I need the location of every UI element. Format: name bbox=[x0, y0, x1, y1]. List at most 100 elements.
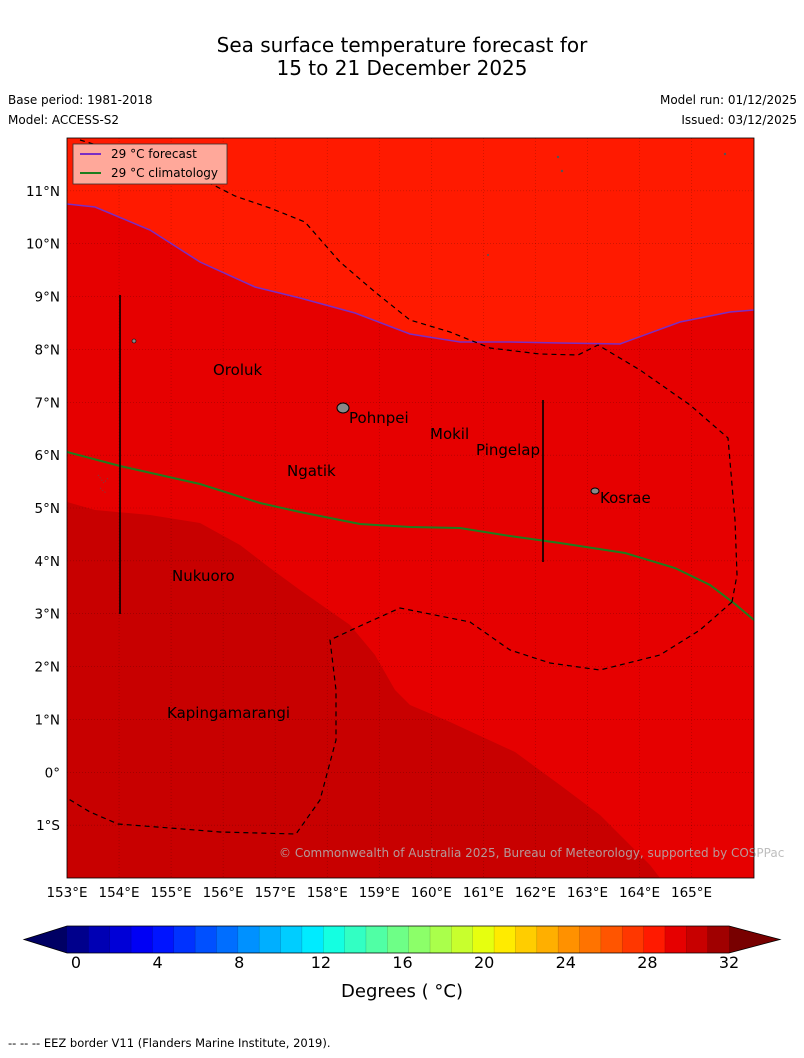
forecast-29c-line bbox=[67, 203, 754, 345]
latitude-tick-label: 8°N bbox=[35, 342, 60, 358]
longitude-tick-label: 157°E bbox=[255, 885, 296, 901]
colorbar-tick-label: 32 bbox=[718, 953, 740, 972]
place-label: Kapingamarangi bbox=[167, 704, 290, 722]
map-legend: 29 °C forecast 29 °C climatology bbox=[72, 143, 228, 185]
colorbar-tick-label: 0 bbox=[70, 953, 82, 972]
colorbar-tick-label: 8 bbox=[234, 953, 245, 972]
colorbar-swatch bbox=[408, 926, 431, 953]
colorbar-swatch bbox=[259, 926, 282, 953]
colorbar-swatch bbox=[152, 926, 175, 953]
colorbar-outline bbox=[22, 925, 782, 954]
base-period: Base period: 1981-2018 bbox=[8, 93, 153, 107]
footer-note: -- -- -- EEZ border V11 (Flanders Marine… bbox=[8, 1036, 331, 1050]
colorbar-swatch bbox=[131, 926, 153, 953]
islet bbox=[723, 152, 727, 156]
colorbar-swatch bbox=[664, 926, 687, 953]
longitude-tick-label: 160°E bbox=[411, 885, 452, 901]
longitude-tick-label: 158°E bbox=[307, 885, 348, 901]
colorbar-swatch bbox=[237, 926, 260, 953]
colorbar-swatch bbox=[494, 926, 516, 953]
colorbar-swatch bbox=[301, 926, 324, 953]
longitude-tick-label: 165°E bbox=[671, 885, 712, 901]
latitude-tick-label: 9°N bbox=[35, 290, 60, 306]
legend-climatology-label: 29 °C climatology bbox=[111, 166, 218, 180]
colorbar-swatch bbox=[67, 926, 89, 953]
kosrae-island bbox=[590, 487, 600, 495]
issued-date: Issued: 03/12/2025 bbox=[681, 113, 797, 127]
colorbar-swatch bbox=[579, 926, 602, 953]
eez-border-north bbox=[79, 139, 738, 603]
colorbar-swatch bbox=[430, 926, 452, 953]
colorbar-swatch bbox=[109, 926, 132, 953]
latitude-tick-label: 5°N bbox=[35, 501, 60, 517]
colorbar-tick-label: 16 bbox=[392, 953, 413, 972]
oroluk-atoll bbox=[131, 338, 137, 344]
climatology-29c-line bbox=[67, 451, 754, 621]
colorbar-swatch bbox=[173, 926, 196, 953]
latitude-tick-label: 4°N bbox=[35, 554, 60, 570]
islet bbox=[556, 155, 560, 159]
latitude-tick-label: 1°N bbox=[35, 712, 60, 728]
colorbar-swatch bbox=[365, 926, 388, 953]
colorbar-swatch bbox=[195, 926, 217, 953]
colorbar-swatch bbox=[280, 926, 303, 953]
colorbar-swatch bbox=[344, 926, 367, 953]
longitude-tick-label: 162°E bbox=[515, 885, 556, 901]
colorbar-swatch bbox=[558, 926, 581, 953]
colorbar-swatch bbox=[216, 926, 239, 953]
eez-border-south bbox=[67, 601, 733, 835]
colorbar-swatch bbox=[643, 926, 666, 953]
place-label: Mokil bbox=[430, 425, 469, 443]
longitude-tick-label: 164°E bbox=[619, 885, 660, 901]
colorbar-swatch bbox=[686, 926, 709, 953]
pohnpei-island bbox=[336, 402, 350, 414]
colorbar-swatch bbox=[323, 926, 346, 953]
latitude-axis: 11°N 10°N 9°N 8°N 7°N 6°N 5°N 4°N 3°N 2°N 1°N 0° 1°S bbox=[26, 184, 60, 834]
longitude-axis: 153°E 154°E 155°E 156°E 157°E 158°E 159°E 160°E… bbox=[46, 885, 712, 901]
colorbar-tick-label: 4 bbox=[152, 953, 163, 972]
colorbar-swatch bbox=[472, 926, 495, 953]
latitude-tick-label: 7°N bbox=[35, 395, 60, 411]
colorbar-swatch bbox=[600, 926, 623, 953]
place-label: Kosrae bbox=[600, 489, 651, 507]
colorbar bbox=[22, 925, 782, 954]
map-area bbox=[67, 138, 754, 878]
title-line-2: 15 to 21 December 2025 bbox=[276, 56, 528, 80]
longitude-tick-label: 159°E bbox=[359, 885, 400, 901]
latitude-tick-label: 11°N bbox=[26, 184, 60, 200]
colorbar-swatch bbox=[515, 926, 538, 953]
latitude-tick-label: 1°S bbox=[36, 818, 60, 834]
colorbar-over-arrow bbox=[729, 926, 780, 953]
longitude-tick-label: 154°E bbox=[99, 885, 140, 901]
copyright-notice: © Commonwealth of Australia 2025, Bureau… bbox=[279, 846, 784, 860]
longitude-tick-label: 155°E bbox=[151, 885, 192, 901]
colorbar-swatch bbox=[387, 926, 410, 953]
latitude-tick-label: 10°N bbox=[26, 237, 60, 253]
model-name: Model: ACCESS-S2 bbox=[8, 113, 120, 127]
colorbar-title: Degrees ( °C) bbox=[341, 981, 463, 1002]
longitude-tick-label: 156°E bbox=[203, 885, 244, 901]
graticule bbox=[67, 138, 754, 878]
atoll-outline bbox=[97, 474, 109, 484]
colorbar-tick-label: 28 bbox=[637, 953, 658, 972]
islet bbox=[487, 254, 489, 256]
place-label: Pohnpei bbox=[349, 409, 409, 427]
map-frame bbox=[66, 137, 755, 879]
colorbar-swatch bbox=[451, 926, 474, 953]
colorbar-under-arrow bbox=[24, 926, 67, 953]
colorbar-tick-label: 20 bbox=[473, 953, 495, 972]
colorbar-swatch bbox=[88, 926, 111, 953]
sst-region-30c bbox=[67, 502, 660, 878]
place-label: Ngatik bbox=[287, 462, 336, 480]
latitude-tick-label: 6°N bbox=[35, 448, 60, 464]
colorbar-swatch bbox=[707, 926, 730, 953]
colorbar-tick-label: 12 bbox=[310, 953, 332, 972]
colorbar-swatch bbox=[622, 926, 645, 953]
islet bbox=[560, 169, 564, 173]
title-line-1: Sea surface temperature forecast for bbox=[216, 33, 588, 57]
place-label: Oroluk bbox=[213, 361, 262, 379]
place-label: Pingelap bbox=[476, 441, 540, 459]
colorbar-swatch bbox=[536, 926, 559, 953]
colorbar-tick-label: 24 bbox=[555, 953, 576, 972]
